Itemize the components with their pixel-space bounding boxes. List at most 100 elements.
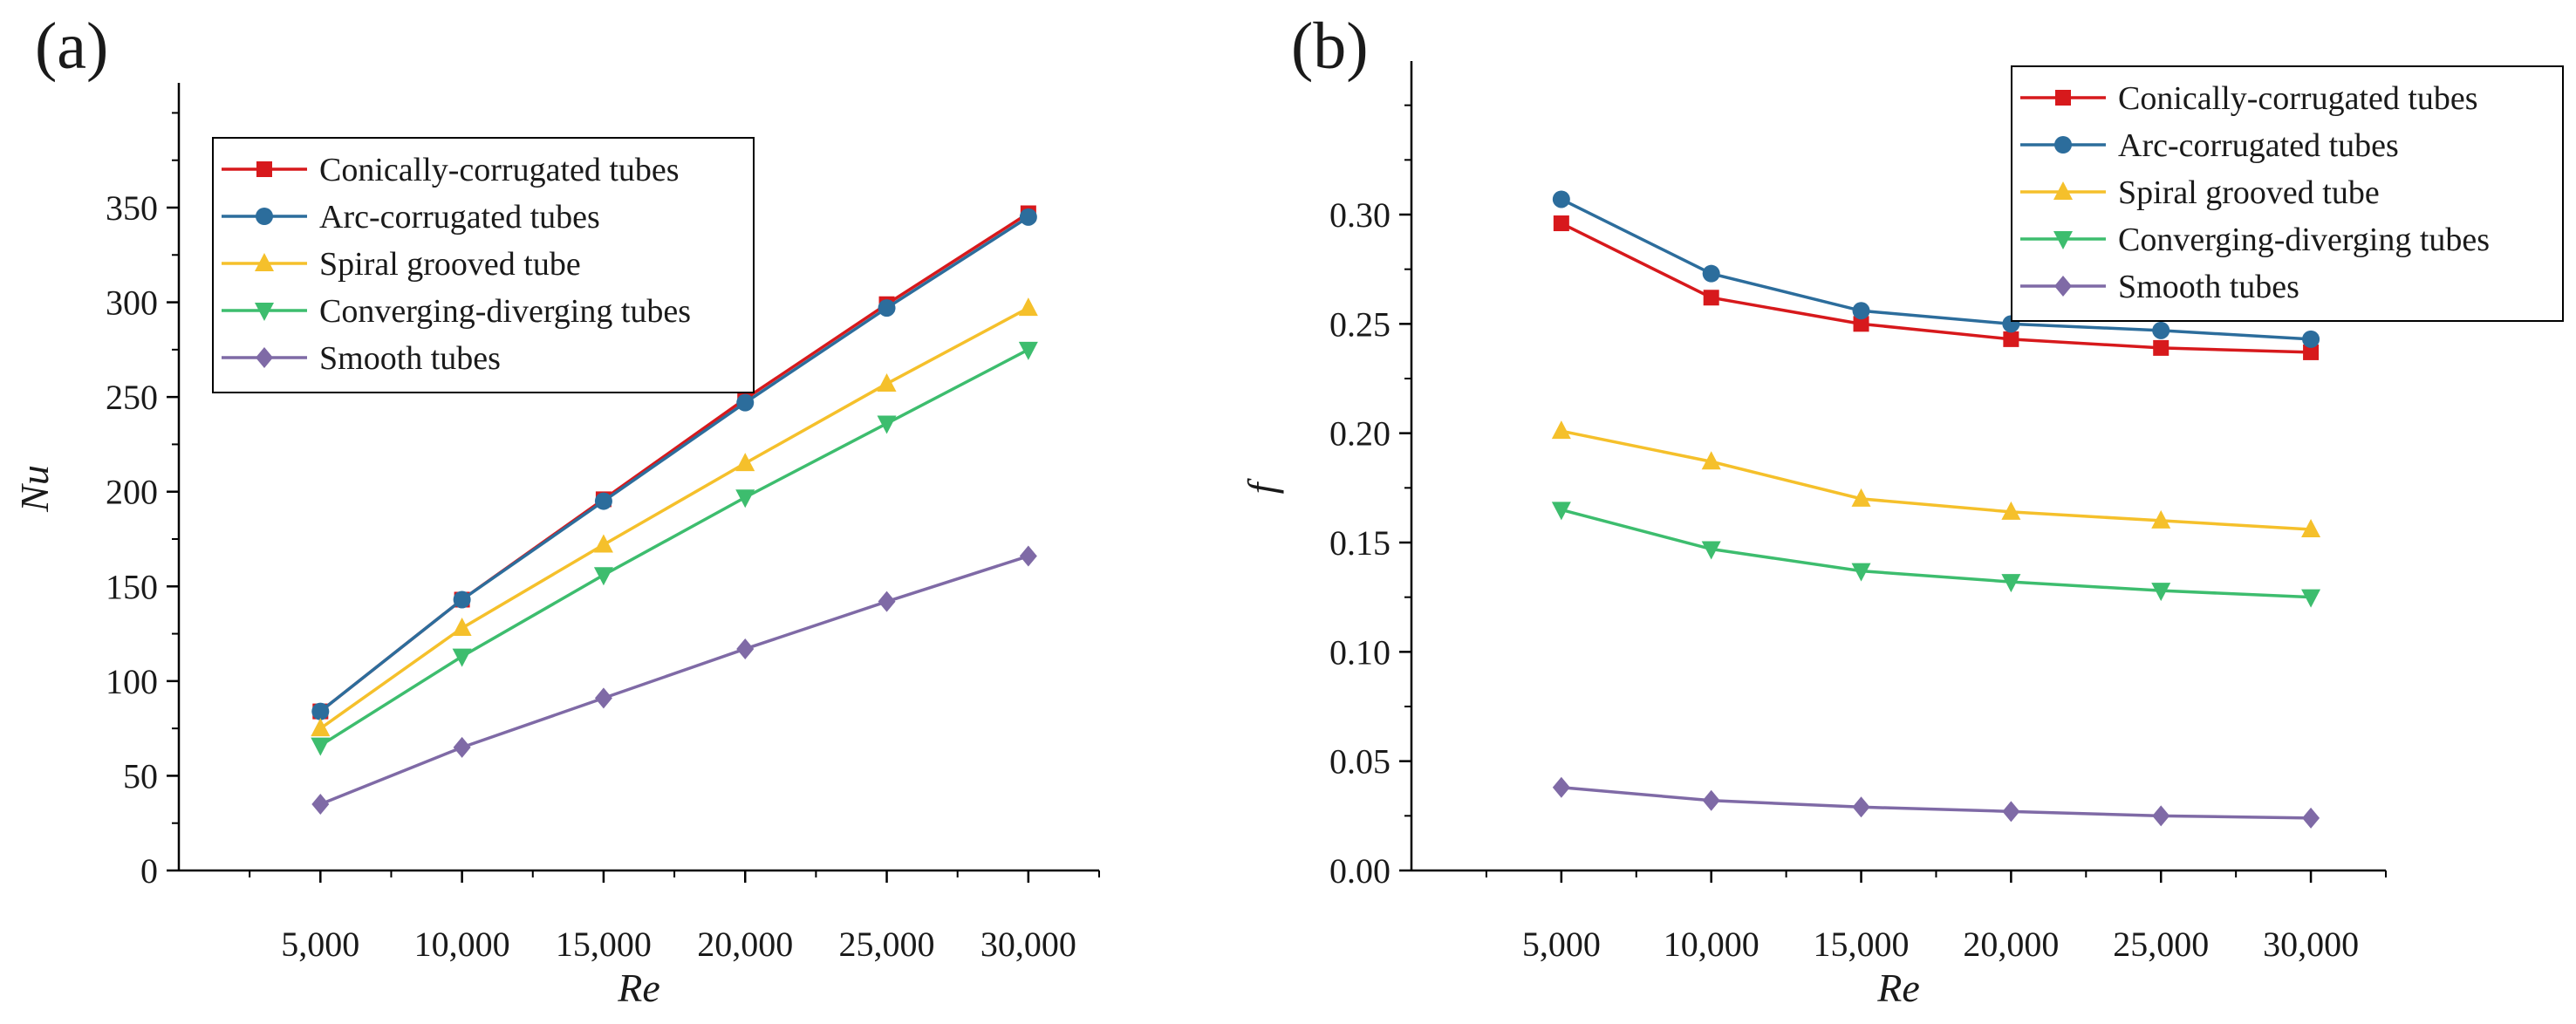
x-tick-label-a: 5,000: [281, 925, 359, 964]
series-line-arc-corrugated-tubes-b: [1561, 197, 2312, 341]
legend-marker-conically-corrugated-tubes-b: [2055, 90, 2071, 106]
series-line-smooth-tubes-a: [319, 554, 1029, 806]
data-point-arc-corrugated-tubes-a: [594, 492, 612, 510]
data-point-converging-diverging-tubes-b: [2151, 583, 2171, 602]
series-line-converging-diverging-tubes-a: [319, 348, 1029, 748]
x-tick-label-b: 15,000: [1814, 925, 1910, 964]
data-point-smooth-tubes-b: [2002, 801, 2020, 823]
legend-marker-arc-corrugated-tubes-a: [256, 208, 273, 225]
data-point-arc-corrugated-tubes-b: [1702, 264, 1720, 283]
y-tick-label-b: 0.15: [1329, 523, 1390, 563]
data-point-spiral-grooved-tube-a: [311, 718, 331, 737]
y-tick-label-a: 150: [106, 567, 158, 606]
data-point-spiral-grooved-tube-b: [2001, 501, 2021, 520]
series-arc-corrugated-tubes-b: [1552, 190, 2320, 348]
series-spiral-grooved-tube-b: [1551, 420, 2321, 537]
data-point-arc-corrugated-tubes-b: [2302, 330, 2320, 348]
series-line-spiral-grooved-tube-b: [1561, 429, 2312, 531]
y-tick-label-b: 0.25: [1329, 304, 1390, 344]
y-tick-label-b: 0.20: [1329, 414, 1390, 454]
x-tick-label-b: 30,000: [2263, 925, 2359, 964]
y-tick-label-a: 50: [123, 756, 158, 795]
series-converging-diverging-tubes-b: [1551, 502, 2321, 608]
data-point-conically-corrugated-tubes-b: [1553, 215, 1569, 232]
data-point-conically-corrugated-tubes-b: [2153, 339, 2169, 356]
data-point-converging-diverging-tubes-a: [311, 737, 331, 756]
x-tick-label-b: 20,000: [1963, 925, 2059, 964]
data-point-spiral-grooved-tube-b: [1701, 451, 1721, 470]
legend-label-conically-corrugated-tubes-a: Conically-corrugated tubes: [319, 152, 680, 188]
data-point-smooth-tubes-b: [2302, 807, 2320, 829]
data-point-smooth-tubes-a: [453, 736, 471, 758]
panel-b-friction-chart: (b) 0.00 0.05 0.10 0.15 0.20 0.25 0.30 5,000 10,0…: [1240, 10, 2564, 1010]
legend-marker-smooth-tubes-b: [2054, 276, 2072, 297]
legend-a: Conically-corrugated tubes Arc-corrugated…: [212, 137, 755, 393]
data-point-conically-corrugated-tubes-b: [2003, 331, 2019, 347]
data-point-arc-corrugated-tubes-b: [1852, 302, 1870, 320]
data-point-conically-corrugated-tubes-b: [1853, 316, 1869, 332]
legend-label-converging-diverging-tubes-b: Converging-diverging tubes: [2118, 222, 2490, 258]
data-point-arc-corrugated-tubes-b: [2152, 321, 2170, 339]
data-point-arc-corrugated-tubes-a: [1019, 208, 1037, 226]
x-tick-label-b: 5,000: [1522, 925, 1601, 964]
series-line-converging-diverging-tubes-b: [1561, 508, 2312, 599]
data-point-converging-diverging-tubes-a: [452, 648, 472, 667]
legend-label-spiral-grooved-tube-a: Spiral grooved tube: [319, 246, 581, 283]
data-point-spiral-grooved-tube-b: [2151, 509, 2171, 529]
data-point-spiral-grooved-tube-a: [877, 372, 897, 392]
legend-marker-spiral-grooved-tube-a: [255, 253, 274, 271]
x-tick-label-a: 30,000: [981, 925, 1076, 964]
data-point-converging-diverging-tubes-b: [1851, 563, 1871, 582]
series-smooth-tubes-b: [1552, 776, 2320, 829]
legend-marker-conically-corrugated-tubes-a: [256, 161, 272, 177]
data-point-smooth-tubes-a: [311, 794, 330, 815]
y-tick-label-b: 0.00: [1329, 851, 1390, 891]
series-line-spiral-grooved-tube-a: [319, 306, 1029, 730]
data-point-spiral-grooved-tube-a: [452, 618, 472, 637]
x-tick-label-a: 15,000: [556, 925, 652, 964]
data-point-arc-corrugated-tubes-a: [736, 393, 755, 412]
legend-label-smooth-tubes-b: Smooth tubes: [2118, 269, 2299, 305]
y-tick-label-b: 0.10: [1329, 632, 1390, 672]
data-point-smooth-tubes-b: [1702, 789, 1720, 811]
legend-label-arc-corrugated-tubes-a: Arc-corrugated tubes: [319, 199, 600, 236]
data-point-smooth-tubes-b: [1552, 776, 1570, 798]
legend-marker-converging-diverging-tubes-a: [255, 303, 274, 321]
data-point-conically-corrugated-tubes-b: [1703, 290, 1719, 306]
y-tick-label-a: 350: [106, 188, 158, 228]
x-axis-title-b: Re: [1876, 966, 1920, 1010]
data-point-spiral-grooved-tube-b: [1851, 488, 1871, 507]
y-tick-label-a: 250: [106, 378, 158, 417]
data-point-spiral-grooved-tube-b: [1551, 420, 1571, 440]
legend-marker-converging-diverging-tubes-b: [2053, 231, 2073, 249]
y-tick-label-a: 0: [140, 851, 158, 891]
data-point-converging-diverging-tubes-b: [1701, 541, 1721, 560]
data-point-converging-diverging-tubes-b: [1551, 502, 1571, 521]
data-point-spiral-grooved-tube-a: [735, 453, 755, 472]
data-point-converging-diverging-tubes-a: [593, 567, 613, 586]
legend-marker-spiral-grooved-tube-b: [2053, 181, 2073, 200]
legend-b: Conically-corrugated tubes Arc-corrugated…: [2011, 65, 2564, 322]
y-tick-label-b: 0.05: [1329, 742, 1390, 782]
legend-label-converging-diverging-tubes-a: Converging-diverging tubes: [319, 293, 691, 330]
y-tick-label-a: 200: [106, 473, 158, 512]
series-arc-corrugated-tubes-a: [311, 208, 1037, 720]
data-point-smooth-tubes-a: [594, 687, 612, 709]
y-tick-label-b: 0.30: [1329, 195, 1390, 235]
x-axis-title-a: Re: [617, 966, 660, 1010]
x-tick-label-b: 10,000: [1664, 925, 1759, 964]
data-point-converging-diverging-tubes-b: [2301, 589, 2321, 608]
data-point-smooth-tubes-b: [1852, 796, 1870, 818]
data-point-smooth-tubes-a: [736, 638, 755, 659]
legend-marker-smooth-tubes-a: [256, 347, 273, 368]
panel-label-a: (a): [35, 10, 108, 83]
y-tick-label-a: 300: [106, 283, 158, 323]
data-point-smooth-tubes-a: [878, 591, 896, 612]
y-axis-title-a: Nu: [12, 465, 57, 513]
series-line-arc-corrugated-tubes-a: [319, 215, 1029, 713]
data-point-converging-diverging-tubes-a: [877, 415, 897, 434]
legend-label-smooth-tubes-a: Smooth tubes: [319, 340, 501, 377]
x-tick-label-a: 20,000: [697, 925, 793, 964]
y-tick-label-a: 100: [106, 662, 158, 701]
series-smooth-tubes-a: [311, 545, 1037, 815]
